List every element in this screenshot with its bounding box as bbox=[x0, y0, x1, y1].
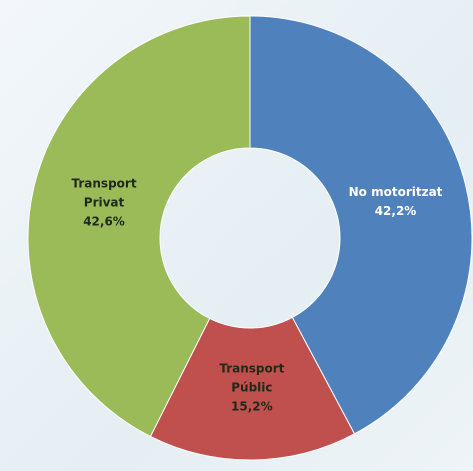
segment-label: Transport Públic 15,2% bbox=[212, 359, 292, 416]
category-label: Transport Públic bbox=[219, 361, 285, 395]
donut-segment bbox=[249, 15, 473, 435]
segment-label: No motoritzat 42,2% bbox=[336, 183, 456, 221]
category-label: No motoritzat bbox=[348, 184, 443, 199]
value-label: 42,2% bbox=[374, 203, 417, 218]
segment-label: Transport Privat 42,6% bbox=[64, 175, 144, 232]
value-label: 15,2% bbox=[231, 399, 273, 414]
value-label: 42,6% bbox=[83, 214, 125, 229]
donut-segment bbox=[27, 15, 251, 438]
category-label: Transport Privat bbox=[71, 176, 137, 210]
donut-segment bbox=[149, 316, 356, 461]
